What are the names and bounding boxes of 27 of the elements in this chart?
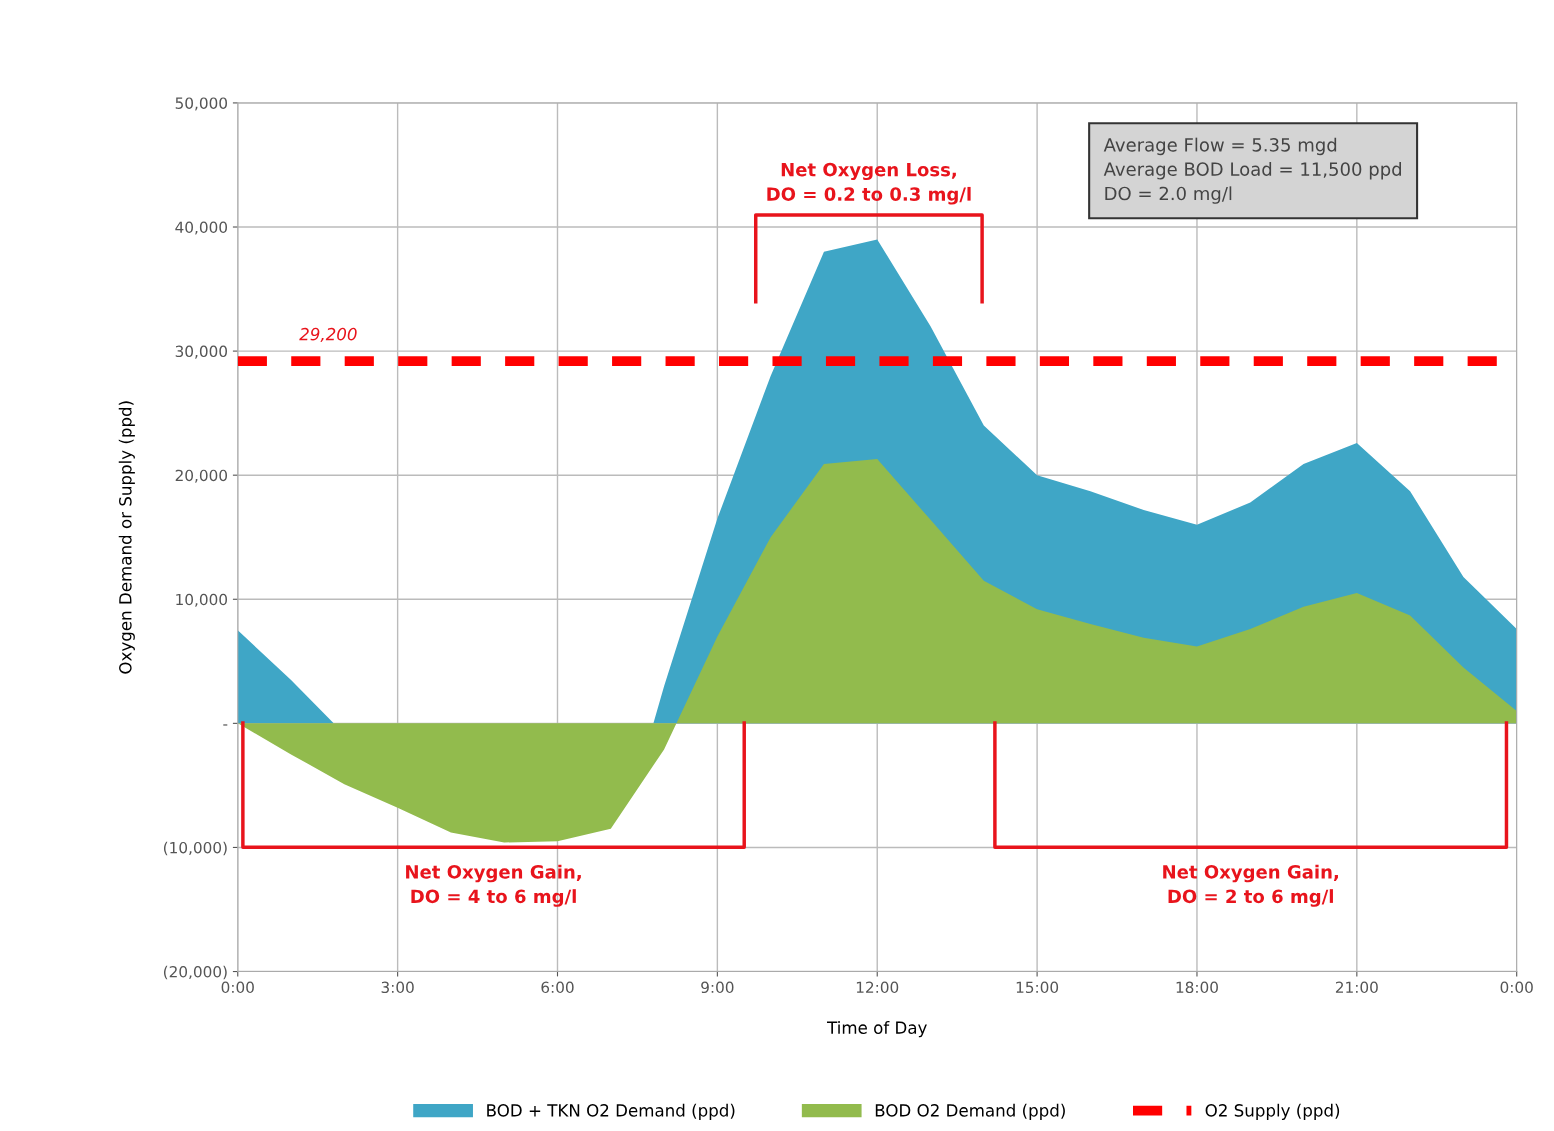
annotation: 29,200 — [299, 327, 357, 343]
x-tick-label: 21:00 — [1335, 981, 1378, 994]
y-tick-label: (20,000) — [163, 965, 227, 980]
x-tick-label: 9:00 — [701, 981, 734, 994]
legend-label: O2 Supply (ppd) — [1205, 1103, 1340, 1120]
legend-label: BOD O2 Demand (ppd) — [875, 1103, 1065, 1120]
y-tick-label: - — [223, 724, 228, 726]
x-tick-label: 15:00 — [1016, 981, 1059, 994]
x-tick-label: 0:00 — [1500, 981, 1533, 994]
x-axis-title: Time of Day — [827, 1021, 927, 1038]
x-tick-label: 6:00 — [541, 981, 574, 994]
annotation: Net Oxygen Gain, DO = 2 to 6 mg/l — [1163, 864, 1338, 907]
x-tick-label: 18:00 — [1176, 981, 1218, 994]
x-tick-label: 12:00 — [856, 981, 899, 994]
annotation: Net Oxygen Loss, DO = 0.2 to 0.3 mg/l — [767, 162, 971, 205]
y-axis-title: Oxygen Demand or Supply (ppd) — [118, 401, 135, 674]
x-tick-label: 0:00 — [221, 981, 254, 994]
y-tick-label: 40,000 — [175, 221, 228, 235]
y-tick-label: 30,000 — [175, 345, 228, 359]
y-tick-label: 10,000 — [176, 593, 228, 607]
y-tick-label: 20,000 — [175, 469, 228, 483]
annotation: Average Flow = 5.35 mgd Average BOD Load = 11,500 ppd DO = 2.0 mg/l — [1103, 137, 1401, 204]
x-tick-label: 3:00 — [381, 981, 414, 994]
y-tick-label: (10,000) — [163, 841, 227, 856]
legend-label: BOD + TKN O2 Demand (ppd) — [487, 1103, 735, 1120]
y-tick-label: 50,000 — [175, 97, 228, 111]
annotation: Net Oxygen Gain, DO = 4 to 6 mg/l — [406, 864, 581, 907]
